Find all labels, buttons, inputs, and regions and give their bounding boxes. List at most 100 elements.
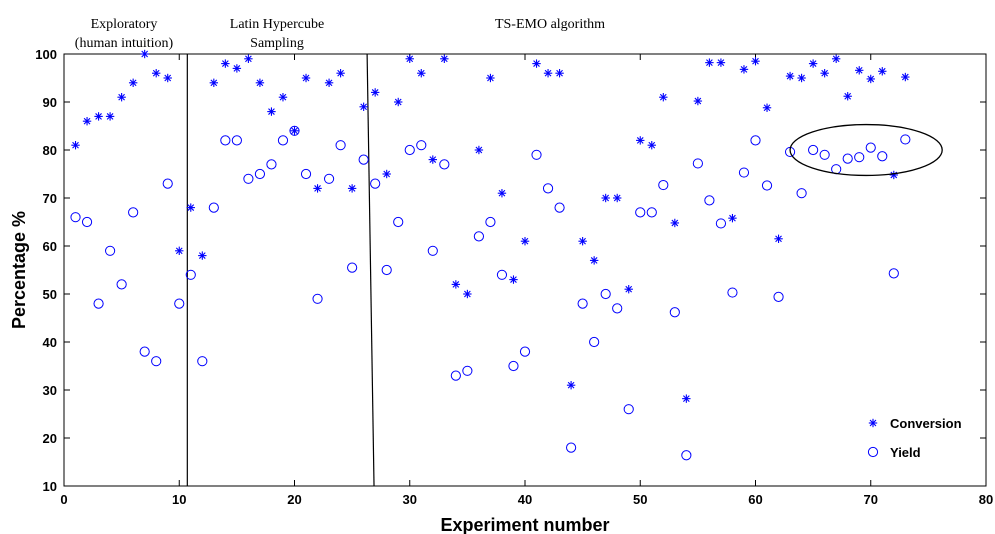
conversion-point xyxy=(278,93,288,102)
legend-circle xyxy=(867,446,879,458)
conversion-point xyxy=(774,234,783,243)
x-tick-label: 70 xyxy=(864,492,878,507)
yield-point xyxy=(381,264,392,276)
conversion-point xyxy=(785,71,795,81)
yield-point xyxy=(669,307,680,318)
conversion-point xyxy=(255,78,265,87)
conversion-point xyxy=(428,155,437,164)
x-tick-label: 0 xyxy=(60,492,67,507)
conversion-point xyxy=(728,213,737,223)
yield-point xyxy=(473,231,484,242)
conversion-point xyxy=(601,193,610,203)
conversion-point xyxy=(267,107,276,116)
conversion-point xyxy=(659,93,668,102)
yield-point xyxy=(231,135,242,146)
yield-point xyxy=(658,179,669,191)
conversion-point xyxy=(232,64,242,73)
phase-label-lhs-line1: Latin Hypercube xyxy=(230,17,324,32)
conversion-point xyxy=(382,169,391,179)
phase-divider-line xyxy=(366,53,375,487)
y-tick-label: 80 xyxy=(43,143,57,158)
conversion-point xyxy=(417,69,426,78)
yield-point xyxy=(508,360,519,372)
yield-point xyxy=(877,151,888,162)
yield-point xyxy=(300,168,312,180)
phase-label-tsemo: TS-EMO algorithm xyxy=(495,17,605,32)
conversion-point xyxy=(843,92,852,101)
yield-point xyxy=(704,195,715,206)
phase-label-exploratory-line2: (human intuition) xyxy=(75,36,174,51)
yield-point xyxy=(485,216,496,228)
yield-point xyxy=(842,153,853,164)
conversion-point xyxy=(486,73,495,83)
conversion-point xyxy=(693,96,703,106)
conversion-point xyxy=(152,69,161,78)
yield-point xyxy=(854,152,865,163)
x-tick-label: 60 xyxy=(748,492,762,507)
yield-point xyxy=(81,216,93,228)
conversion-point xyxy=(797,73,806,83)
conversion-point xyxy=(831,54,841,63)
yield-point xyxy=(243,173,254,184)
conversion-point xyxy=(324,78,334,87)
conversion-point xyxy=(94,112,103,121)
conversion-point xyxy=(866,74,875,84)
conversion-point xyxy=(163,73,172,83)
yield-point xyxy=(254,168,266,180)
y-tick-label: 10 xyxy=(43,479,57,494)
conversion-point xyxy=(901,72,910,82)
yield-point xyxy=(692,158,703,169)
yield-point xyxy=(289,125,300,136)
conversion-point xyxy=(128,78,138,87)
yield-point xyxy=(773,291,784,302)
yield-point xyxy=(796,188,807,199)
yield-point xyxy=(139,346,150,357)
conversion-point xyxy=(175,246,184,255)
conversion-point xyxy=(520,237,530,246)
y-tick-label: 60 xyxy=(43,239,57,254)
conversion-point xyxy=(336,69,345,78)
yield-point xyxy=(681,450,692,461)
conversion-point xyxy=(682,394,691,403)
plot-area-frame xyxy=(63,53,987,487)
y-tick-label: 50 xyxy=(43,287,57,302)
yield-point xyxy=(93,298,104,309)
conversion-point xyxy=(739,65,749,74)
conversion-point xyxy=(878,67,887,76)
yield-point xyxy=(416,140,427,151)
conversion-point xyxy=(543,69,553,78)
conversion-point xyxy=(244,54,253,63)
conversion-point xyxy=(370,88,380,97)
yield-point xyxy=(727,287,738,298)
y-axis-ticks: 10 20 30 40 50 60 70 80 90 100 xyxy=(35,47,986,494)
yield-point xyxy=(197,356,208,367)
conversion-point xyxy=(670,218,680,228)
conversion-point xyxy=(140,49,149,59)
phase-label-exploratory-line1: Exploratory xyxy=(91,17,158,32)
yield-point xyxy=(266,159,277,170)
conversion-point xyxy=(463,289,472,299)
yield-point xyxy=(370,178,381,189)
conversion-point xyxy=(117,93,126,102)
conversion-point xyxy=(566,381,576,390)
x-tick-label: 20 xyxy=(287,492,301,507)
yield-point xyxy=(635,207,646,218)
conversion-point xyxy=(290,126,299,135)
x-tick-label: 40 xyxy=(518,492,532,507)
highlight-ellipse xyxy=(789,123,943,177)
yield-point xyxy=(496,269,508,280)
yield-point xyxy=(450,370,461,381)
conversion-point xyxy=(405,54,414,63)
y-tick-label: 30 xyxy=(43,383,57,398)
yield-point xyxy=(151,356,162,367)
yield-point xyxy=(358,154,369,165)
yield-point xyxy=(404,144,415,156)
conversion-point xyxy=(347,184,357,193)
yield-point xyxy=(589,336,600,348)
phase-labels: Exploratory (human intuition) Latin Hype… xyxy=(75,17,605,51)
yield-point xyxy=(623,404,634,415)
conversion-point xyxy=(613,193,622,203)
conversion-point xyxy=(509,275,518,284)
yield-point xyxy=(554,202,565,213)
yield-point xyxy=(577,298,588,309)
